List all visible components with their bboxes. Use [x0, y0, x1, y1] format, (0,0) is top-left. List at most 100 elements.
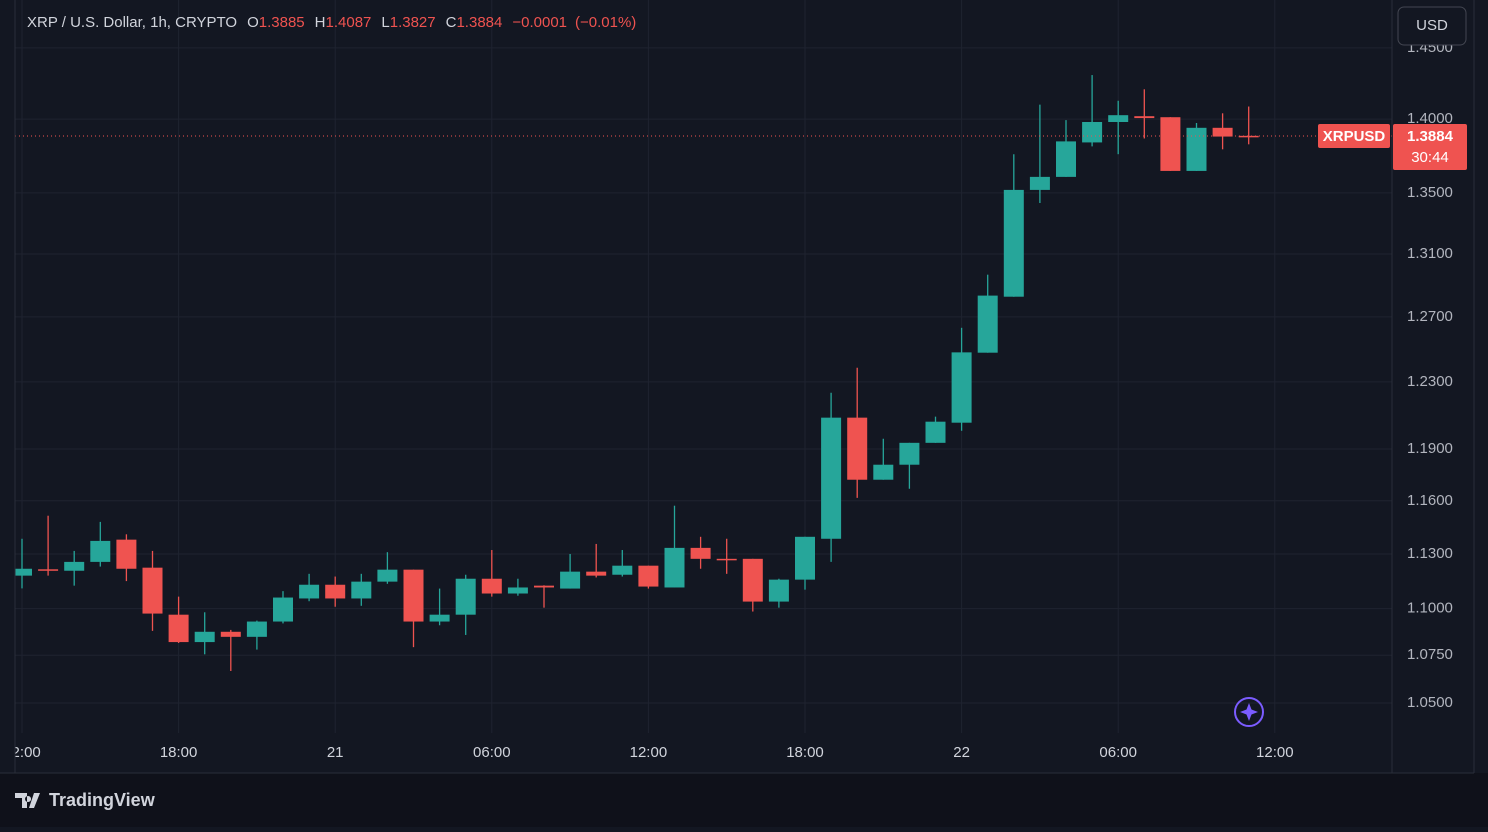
- candle-body: [481, 578, 502, 594]
- logo-mark[interactable]: [15, 793, 40, 808]
- candle-body: [38, 569, 59, 571]
- icon-star[interactable]: [1240, 703, 1258, 721]
- candle-body: [1160, 117, 1181, 171]
- change: −0.0001: [512, 14, 567, 31]
- brand-logo[interactable]: TradingView: [15, 790, 156, 810]
- symbol-tag: XRPUSD: [1323, 128, 1386, 145]
- brand[interactable]: TradingView: [49, 790, 156, 810]
- ohlc-label: O: [247, 14, 259, 31]
- candle-body: [560, 571, 581, 589]
- y-tick-label: 1.1900: [1407, 440, 1453, 457]
- countdown: 30:44: [1411, 149, 1449, 166]
- candle-body: [664, 547, 685, 588]
- x-tick-label: 06:00: [1099, 744, 1137, 761]
- candle-body: [768, 579, 789, 602]
- candle-body: [273, 597, 293, 622]
- candle-body: [1238, 135, 1259, 138]
- candle-body: [795, 536, 815, 580]
- y-tick-label: 1.1600: [1407, 492, 1453, 509]
- candle-body: [246, 621, 267, 637]
- y-tick-label: 1.2300: [1407, 373, 1453, 390]
- candle-body: [742, 558, 763, 602]
- candle-body: [638, 565, 659, 587]
- candle-body: [351, 581, 372, 599]
- symbol: XRP / U.S. Dollar, 1h, CRYPTO: [27, 14, 237, 31]
- candle-body: [90, 540, 111, 562]
- symbol-tag-box: [1318, 123, 1390, 148]
- y-tick-label: 1.1000: [1407, 600, 1453, 617]
- candle-body: [873, 464, 894, 480]
- candle-body: [1056, 141, 1076, 177]
- candle-body: [925, 421, 946, 443]
- candle-body: [299, 584, 320, 599]
- candle-body: [847, 417, 868, 480]
- change-percent: (−0.01%): [575, 14, 636, 31]
- ohlc-value: 1.3884: [456, 14, 502, 31]
- x-tick-label: 12:00: [630, 744, 668, 761]
- candle-body: [821, 417, 842, 539]
- x-tick-label: 22: [953, 744, 970, 761]
- candle-body: [142, 567, 163, 614]
- candle-body: [377, 569, 398, 582]
- ohlc-label: C: [446, 14, 457, 31]
- candle-body: [899, 442, 920, 465]
- price-tag-box: [1393, 123, 1467, 170]
- ohlc-value: 1.3827: [390, 14, 436, 31]
- y-tick-label: 1.0750: [1407, 646, 1453, 663]
- candle-body: [507, 587, 528, 594]
- plot: [15, 75, 1392, 671]
- candle-body: [429, 614, 450, 622]
- currency[interactable]: USD: [1416, 17, 1448, 34]
- last-price: 1.3884: [1407, 128, 1454, 145]
- currency-button[interactable]: USD: [1397, 6, 1467, 46]
- assistant-icon[interactable]: [1234, 697, 1264, 727]
- candle-body: [1186, 127, 1207, 171]
- candle-body: [586, 571, 607, 576]
- x-tick-label: 12:00: [3, 744, 41, 761]
- x-tick-label: 12:00: [1256, 744, 1294, 761]
- candle-body: [15, 568, 32, 576]
- y-tick-label: 1.2700: [1407, 308, 1453, 325]
- candle-body: [403, 569, 424, 622]
- symbol-legend: XRP / U.S. Dollar, 1h, CRYPTO O1.3885 H1.4…: [27, 14, 636, 31]
- candle-body: [1082, 121, 1103, 143]
- ohlc-value: 1.3885: [259, 14, 305, 31]
- x-tick-label: 18:00: [160, 744, 198, 761]
- candle-body: [1108, 115, 1129, 122]
- candle-body: [168, 614, 189, 643]
- candle-body: [1212, 127, 1233, 137]
- candle-body: [1134, 116, 1155, 119]
- button-frame[interactable]: [1397, 6, 1467, 46]
- y-tick-label: 1.3500: [1407, 184, 1453, 201]
- x-tick-label: 21: [327, 744, 344, 761]
- icon-ring[interactable]: [1234, 697, 1264, 727]
- candle-body: [534, 585, 554, 588]
- y-tick-label: 1.0500: [1407, 694, 1453, 711]
- last-price-tag: XRPUSD 1.3884 30:44: [1318, 123, 1467, 170]
- candle-body: [325, 584, 346, 599]
- candle-body: [64, 561, 85, 571]
- y-tick-label: 1.1300: [1407, 545, 1453, 562]
- y-tick-label: 1.4000: [1407, 110, 1453, 127]
- ohlc-label: H: [315, 14, 326, 31]
- y-axis: 1.0500 1.0750 1.1000 1.1300 1.1600 1.1900 1.23…: [1407, 39, 1453, 711]
- x-axis: 12:00 18:00 21 06:00 12:00 18:00 22 06:00 12:00: [3, 744, 1294, 761]
- y-tick-label: 1.3100: [1407, 245, 1453, 262]
- candle-body: [455, 578, 476, 615]
- candle-body: [116, 539, 137, 569]
- candle-body: [1029, 176, 1050, 190]
- x-tick-label: 06:00: [473, 744, 511, 761]
- ohlc-label: L: [381, 14, 389, 31]
- x-tick-label: 18:00: [786, 744, 824, 761]
- candle-body: [612, 565, 633, 575]
- candle-body: [1003, 189, 1024, 297]
- candle-body: [690, 547, 711, 559]
- candle-body: [977, 295, 998, 353]
- ohlc-value: 1.4087: [326, 14, 372, 31]
- candle-body: [951, 352, 972, 423]
- candle-body: [716, 558, 737, 561]
- candle-body: [220, 631, 241, 637]
